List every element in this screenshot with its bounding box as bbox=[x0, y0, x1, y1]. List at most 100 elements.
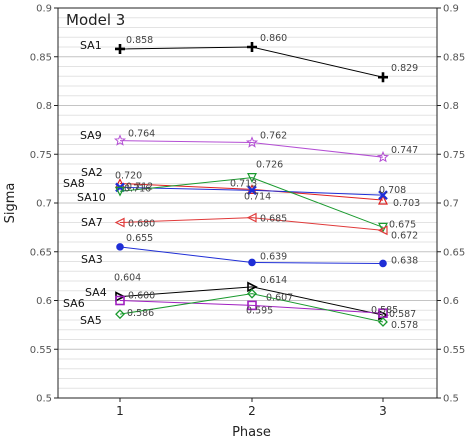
data-point bbox=[116, 243, 124, 251]
data-point bbox=[378, 72, 388, 83]
data-label: 0.720 bbox=[115, 171, 142, 182]
data-point bbox=[379, 259, 387, 268]
data-label: 0.714 bbox=[244, 191, 271, 202]
y-tick-label-left: 0.5 bbox=[36, 394, 52, 405]
data-label: 0.595 bbox=[246, 305, 273, 316]
series-label: SA10 bbox=[77, 191, 106, 204]
x-axis-title: Phase bbox=[232, 425, 271, 440]
data-point bbox=[247, 185, 257, 196]
data-label: 0.860 bbox=[260, 33, 287, 44]
y-tick-label-right: 0.65 bbox=[443, 247, 465, 258]
series-label: SA5 bbox=[80, 314, 102, 327]
series-line bbox=[119, 300, 384, 314]
series-label: SA6 bbox=[63, 297, 85, 310]
data-label: 0.716 bbox=[124, 183, 151, 194]
y-tick-label-left: 0.8 bbox=[36, 101, 52, 112]
series-label: SA2 bbox=[81, 166, 103, 179]
data-point bbox=[246, 212, 257, 223]
data-label: 0.614 bbox=[260, 275, 287, 286]
data-point bbox=[247, 300, 257, 311]
series-sa7 bbox=[114, 212, 388, 236]
series-sa3 bbox=[116, 243, 387, 268]
series-line bbox=[119, 217, 384, 231]
y-tick-label-left: 0.7 bbox=[36, 199, 52, 210]
y-tick-label-right: 0.9 bbox=[443, 4, 459, 15]
data-point bbox=[115, 43, 125, 54]
data-label: 0.712 bbox=[126, 181, 153, 192]
y-tick-label-right: 0.85 bbox=[443, 52, 465, 63]
series-label: SA1 bbox=[80, 39, 102, 52]
data-point bbox=[247, 42, 257, 52]
data-point bbox=[378, 194, 388, 205]
series-sa1 bbox=[115, 42, 388, 83]
data-label: 0.713 bbox=[230, 178, 257, 189]
series-label: SA4 bbox=[85, 286, 107, 299]
data-label: 0.762 bbox=[260, 131, 287, 142]
data-point bbox=[115, 309, 125, 320]
y-axis-title: Sigma bbox=[3, 183, 18, 224]
series-sa10 bbox=[115, 173, 388, 233]
data-label: 0.604 bbox=[114, 273, 141, 284]
series-sa9 bbox=[113, 134, 390, 163]
series-label: SA8 bbox=[63, 177, 85, 190]
data-label: 0.672 bbox=[391, 230, 418, 241]
data-label: 0.578 bbox=[391, 320, 418, 331]
chart-title: Model 3 bbox=[66, 11, 125, 29]
data-point bbox=[247, 288, 257, 299]
data-point bbox=[376, 150, 390, 163]
data-point bbox=[114, 217, 125, 228]
series-line bbox=[119, 286, 384, 316]
data-label: 0.685 bbox=[260, 214, 287, 225]
series-label: SA7 bbox=[81, 216, 103, 229]
data-label: 0.600 bbox=[128, 291, 155, 302]
data-point bbox=[378, 317, 388, 327]
data-point bbox=[115, 295, 125, 306]
data-label: 0.703 bbox=[393, 198, 420, 209]
x-tick-label: 2 bbox=[248, 404, 256, 418]
y-tick-label-right: 0.75 bbox=[443, 150, 465, 161]
data-label: 0.675 bbox=[389, 219, 416, 230]
series-line bbox=[119, 140, 384, 158]
series-line bbox=[119, 177, 384, 228]
data-label: 0.680 bbox=[128, 219, 155, 230]
series-label: SA3 bbox=[81, 253, 103, 266]
data-label: 0.638 bbox=[391, 255, 418, 266]
y-tick-label-right: 0.55 bbox=[443, 345, 465, 356]
series-line bbox=[119, 293, 384, 323]
data-label: 0.607 bbox=[266, 293, 293, 304]
data-point bbox=[378, 190, 388, 201]
data-label: 0.829 bbox=[391, 63, 418, 74]
data-label: 0.858 bbox=[126, 35, 153, 46]
y-tick-label-left: 0.6 bbox=[36, 296, 52, 307]
x-tick-label: 3 bbox=[379, 404, 387, 418]
y-tick-label-right: 0.5 bbox=[443, 394, 459, 405]
data-point bbox=[115, 186, 125, 197]
y-tick-label-left: 0.85 bbox=[30, 52, 52, 63]
data-point bbox=[248, 258, 256, 267]
data-label: 0.708 bbox=[379, 185, 406, 196]
data-label: 0.764 bbox=[128, 129, 155, 140]
data-point bbox=[377, 225, 388, 236]
data-label: 0.586 bbox=[127, 308, 154, 319]
y-tick-label-right: 0.7 bbox=[443, 199, 459, 210]
data-point bbox=[247, 173, 257, 183]
y-tick-label-left: 0.9 bbox=[36, 4, 52, 15]
y-tick-label-right: 0.6 bbox=[443, 296, 459, 307]
x-tick-label: 1 bbox=[116, 404, 124, 418]
y-tick-label-left: 0.75 bbox=[30, 150, 52, 161]
y-tick-label-right: 0.8 bbox=[443, 101, 459, 112]
series-label: SA9 bbox=[80, 129, 102, 142]
data-point bbox=[245, 136, 259, 148]
data-label: 0.639 bbox=[260, 251, 287, 262]
data-label: 0.726 bbox=[256, 160, 283, 171]
y-tick-label-left: 0.65 bbox=[30, 247, 52, 258]
data-label: 0.655 bbox=[126, 233, 153, 244]
data-label: 0.585 bbox=[371, 305, 398, 316]
data-label: 0.587 bbox=[389, 309, 416, 320]
series-sa5 bbox=[115, 288, 388, 327]
y-tick-label-left: 0.55 bbox=[30, 345, 52, 356]
data-label: 0.747 bbox=[391, 145, 418, 156]
data-point bbox=[113, 134, 127, 146]
